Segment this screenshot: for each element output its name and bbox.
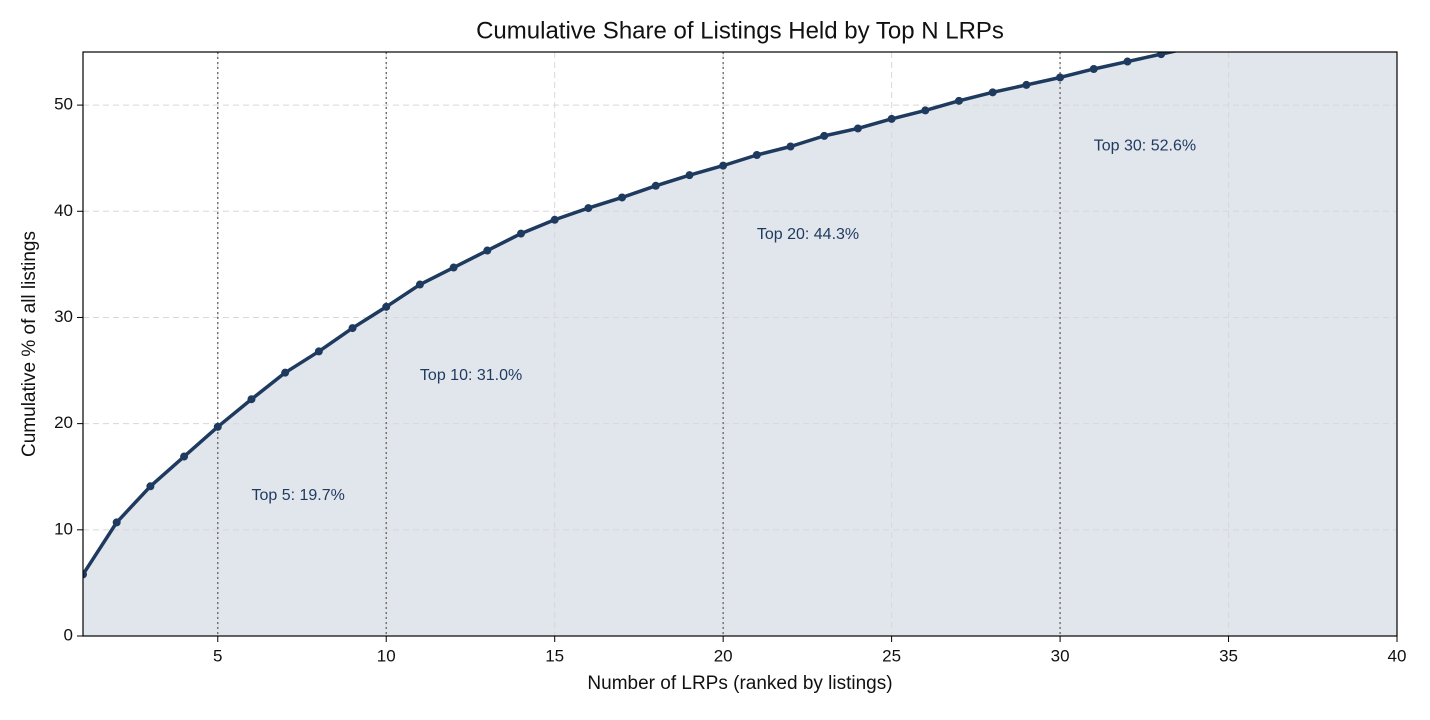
point — [348, 324, 357, 333]
x-tick-label: 20 — [714, 646, 733, 665]
area-fill — [83, 52, 1397, 636]
point — [281, 368, 290, 377]
point — [1225, 35, 1233, 43]
annotation: Top 30: 52.6% — [1094, 138, 1196, 155]
x-tick-label: 30 — [1051, 646, 1070, 665]
point — [247, 395, 256, 404]
point — [180, 452, 189, 461]
point — [719, 161, 728, 170]
chart-title: Cumulative Share of Listings Held by Top… — [476, 17, 1004, 44]
point — [887, 114, 896, 123]
point — [517, 229, 525, 238]
x-tick-label: 10 — [377, 646, 396, 665]
plot-frame — [82, 51, 1398, 637]
line — [83, 52, 1179, 576]
annotation: Top 10: 31.0% — [420, 367, 522, 384]
annotation: Top 5: 19.7% — [251, 487, 344, 504]
point — [1292, 21, 1300, 29]
point — [213, 422, 222, 431]
point — [1089, 64, 1098, 73]
point — [1326, 15, 1334, 23]
point — [1123, 57, 1132, 66]
x-tick-label: 15 — [545, 646, 564, 665]
y-axis-label: Cumulative % of all listings — [19, 231, 40, 457]
point — [449, 263, 458, 272]
point — [921, 106, 930, 115]
point — [1056, 73, 1065, 82]
x-tick-label: 25 — [882, 646, 901, 665]
point — [651, 181, 660, 190]
x-tick-label: 40 — [1388, 646, 1407, 665]
x-tick-label: 5 — [213, 646, 222, 665]
point — [415, 280, 424, 289]
point — [1157, 52, 1166, 59]
y-tick-label: 0 — [64, 625, 73, 644]
point — [146, 482, 155, 491]
point — [483, 246, 492, 255]
y-tick-label: 30 — [54, 307, 73, 326]
y-tick-label: 20 — [54, 413, 73, 432]
point — [112, 518, 121, 527]
point — [1393, 2, 1401, 10]
point — [83, 570, 87, 579]
x-tick-label: 35 — [1219, 646, 1238, 665]
point — [618, 193, 627, 202]
point — [955, 96, 963, 105]
plot-area — [83, 2, 1401, 636]
point — [685, 171, 694, 180]
point — [1258, 28, 1266, 36]
annotation: Top 20: 44.3% — [757, 226, 859, 243]
y-tick-label: 10 — [54, 519, 73, 538]
point — [1022, 80, 1031, 89]
point — [786, 142, 795, 151]
point — [820, 131, 829, 140]
point — [1191, 43, 1199, 51]
point — [752, 150, 761, 159]
point — [314, 347, 323, 356]
point — [1359, 9, 1367, 17]
point — [550, 215, 559, 224]
x-axis-label: Number of LRPs (ranked by listings) — [587, 673, 892, 694]
y-tick-label: 50 — [54, 95, 73, 114]
point — [988, 88, 997, 97]
point — [584, 204, 593, 213]
point — [853, 124, 862, 133]
y-tick-label: 40 — [54, 201, 73, 220]
point — [382, 302, 391, 311]
